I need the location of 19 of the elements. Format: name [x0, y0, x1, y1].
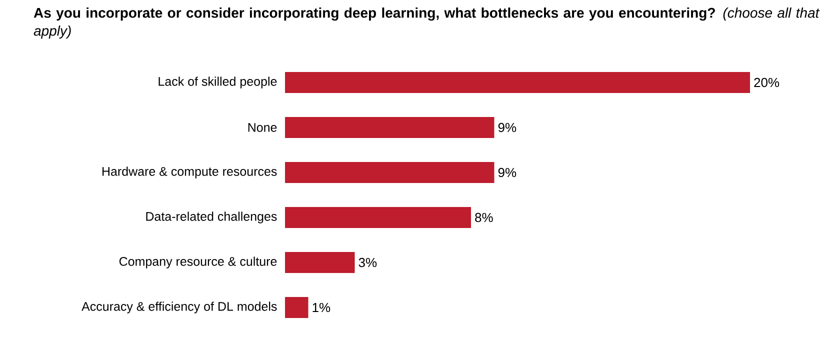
y-tick-label: Lack of skilled people [158, 76, 277, 88]
data-label: 9% [498, 168, 516, 178]
y-tick-label: Accuracy & efficiency of DL models [82, 302, 277, 314]
bar [285, 72, 750, 94]
bar [285, 297, 308, 318]
bar [285, 117, 494, 138]
data-label: 9% [498, 122, 516, 132]
data-label: 1% [312, 302, 330, 312]
bar [285, 252, 355, 274]
data-label: 8% [475, 212, 493, 222]
y-tick-label: None [248, 123, 277, 132]
chart-title: As you incorporate or consider incorporating deep learning, what bottlenecks are you encountering? (choose all that apply) [34, 8, 820, 39]
bar [285, 207, 472, 228]
y-tick-label: Data-related challenges [146, 212, 277, 224]
y-tick-label: Company resource & culture [119, 256, 277, 268]
bar [285, 162, 494, 184]
y-tick-label: Hardware & compute resources [102, 166, 277, 178]
data-label: 3% [358, 258, 377, 268]
data-label: 20% [754, 78, 780, 88]
